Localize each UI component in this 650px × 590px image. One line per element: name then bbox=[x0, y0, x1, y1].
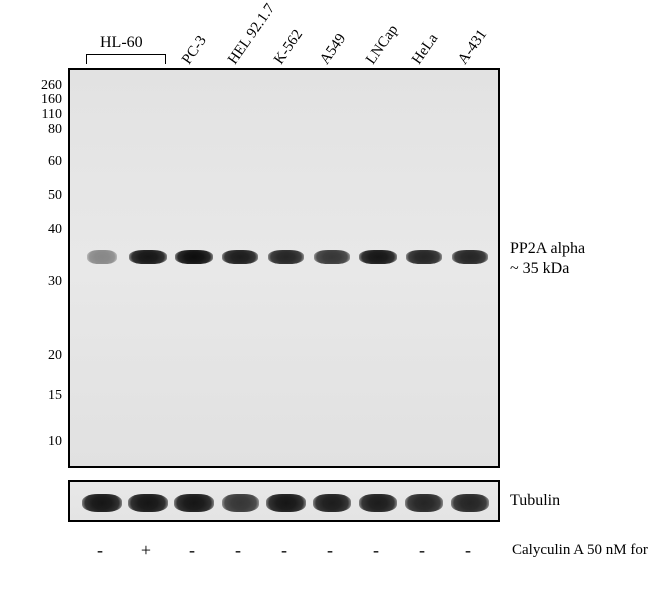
band bbox=[406, 250, 442, 264]
treatment-marks-row: - + - - - - - - - bbox=[68, 540, 500, 564]
mw-60: 60 bbox=[48, 154, 62, 170]
pp2a-alpha-label: PP2A alpha bbox=[510, 240, 585, 258]
tubulin-band-row bbox=[70, 494, 498, 512]
hl60-group-label: HL-60 bbox=[100, 34, 143, 52]
mw-160: 160 bbox=[41, 92, 62, 108]
band bbox=[314, 250, 349, 264]
lane-label-a431: A-431 bbox=[455, 27, 491, 68]
western-blot-figure: HL-60 PC-3 HEL 92.1.7 K-562 A549 LNCap H… bbox=[0, 0, 650, 590]
band bbox=[313, 494, 352, 512]
treatment-mark-6: - bbox=[310, 540, 350, 561]
band bbox=[87, 250, 116, 264]
mw-10: 10 bbox=[48, 434, 62, 450]
band bbox=[451, 494, 489, 512]
treatment-mark-5: - bbox=[264, 540, 304, 561]
pp2a-size-label: ~ 35 kDa bbox=[510, 260, 569, 278]
tubulin-label: Tubulin bbox=[510, 492, 560, 510]
band bbox=[452, 250, 488, 264]
treatment-mark-3: - bbox=[172, 540, 212, 561]
mw-30: 30 bbox=[48, 274, 62, 290]
band bbox=[129, 250, 166, 264]
lane-label-hela: HeLa bbox=[409, 31, 442, 68]
band bbox=[359, 250, 396, 264]
treatment-mark-4: - bbox=[218, 540, 258, 561]
tubulin-blot-membrane bbox=[68, 480, 500, 522]
mw-20: 20 bbox=[48, 348, 62, 364]
band bbox=[82, 494, 121, 512]
pp2a-band-row bbox=[70, 250, 498, 264]
treatment-mark-8: - bbox=[402, 540, 442, 561]
band bbox=[405, 494, 443, 512]
mw-80: 80 bbox=[48, 122, 62, 138]
treatment-mark-2: + bbox=[126, 540, 166, 561]
band bbox=[268, 250, 304, 264]
band bbox=[222, 494, 259, 512]
band bbox=[359, 494, 398, 512]
main-blot-area bbox=[70, 70, 498, 466]
treatment-condition-label: Calyculin A 50 nM for 2 hours bbox=[512, 542, 650, 559]
mw-15: 15 bbox=[48, 388, 62, 404]
band bbox=[175, 250, 213, 264]
band bbox=[266, 494, 305, 512]
lane-label-lncap: LNCap bbox=[363, 22, 402, 68]
treatment-mark-1: - bbox=[80, 540, 120, 561]
band bbox=[174, 494, 213, 512]
lane-label-pc3: PC-3 bbox=[179, 33, 211, 68]
main-blot-membrane bbox=[68, 68, 500, 468]
treatment-mark-7: - bbox=[356, 540, 396, 561]
tubulin-blot-area bbox=[70, 482, 498, 520]
mw-50: 50 bbox=[48, 188, 62, 204]
lane-label-a549: A549 bbox=[317, 31, 350, 68]
lane-label-k562: K-562 bbox=[271, 27, 307, 68]
band bbox=[128, 494, 167, 512]
mw-40: 40 bbox=[48, 222, 62, 238]
mw-110: 110 bbox=[42, 107, 62, 123]
treatment-mark-9: - bbox=[448, 540, 488, 561]
hl60-bracket bbox=[86, 54, 166, 64]
band bbox=[222, 250, 259, 264]
